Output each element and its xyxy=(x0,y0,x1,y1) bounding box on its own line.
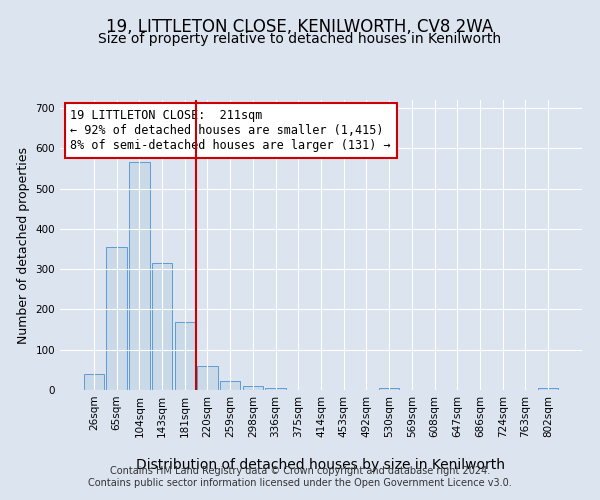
Bar xyxy=(220,381,241,390)
Bar xyxy=(84,374,104,390)
Bar xyxy=(129,162,149,390)
Bar xyxy=(538,388,558,390)
Bar xyxy=(265,388,286,390)
Bar xyxy=(242,386,263,390)
Bar xyxy=(152,263,172,390)
Text: Size of property relative to detached houses in Kenilworth: Size of property relative to detached ho… xyxy=(98,32,502,46)
Text: Contains HM Land Registry data © Crown copyright and database right 2024.
Contai: Contains HM Land Registry data © Crown c… xyxy=(88,466,512,487)
Bar xyxy=(175,322,195,390)
Bar xyxy=(106,247,127,390)
Text: 19 LITTLETON CLOSE:  211sqm
← 92% of detached houses are smaller (1,415)
8% of s: 19 LITTLETON CLOSE: 211sqm ← 92% of deta… xyxy=(70,108,391,152)
Text: 19, LITTLETON CLOSE, KENILWORTH, CV8 2WA: 19, LITTLETON CLOSE, KENILWORTH, CV8 2WA xyxy=(106,18,494,36)
Bar xyxy=(197,366,218,390)
Text: Distribution of detached houses by size in Kenilworth: Distribution of detached houses by size … xyxy=(137,458,505,471)
Y-axis label: Number of detached properties: Number of detached properties xyxy=(17,146,30,344)
Bar xyxy=(379,388,400,390)
